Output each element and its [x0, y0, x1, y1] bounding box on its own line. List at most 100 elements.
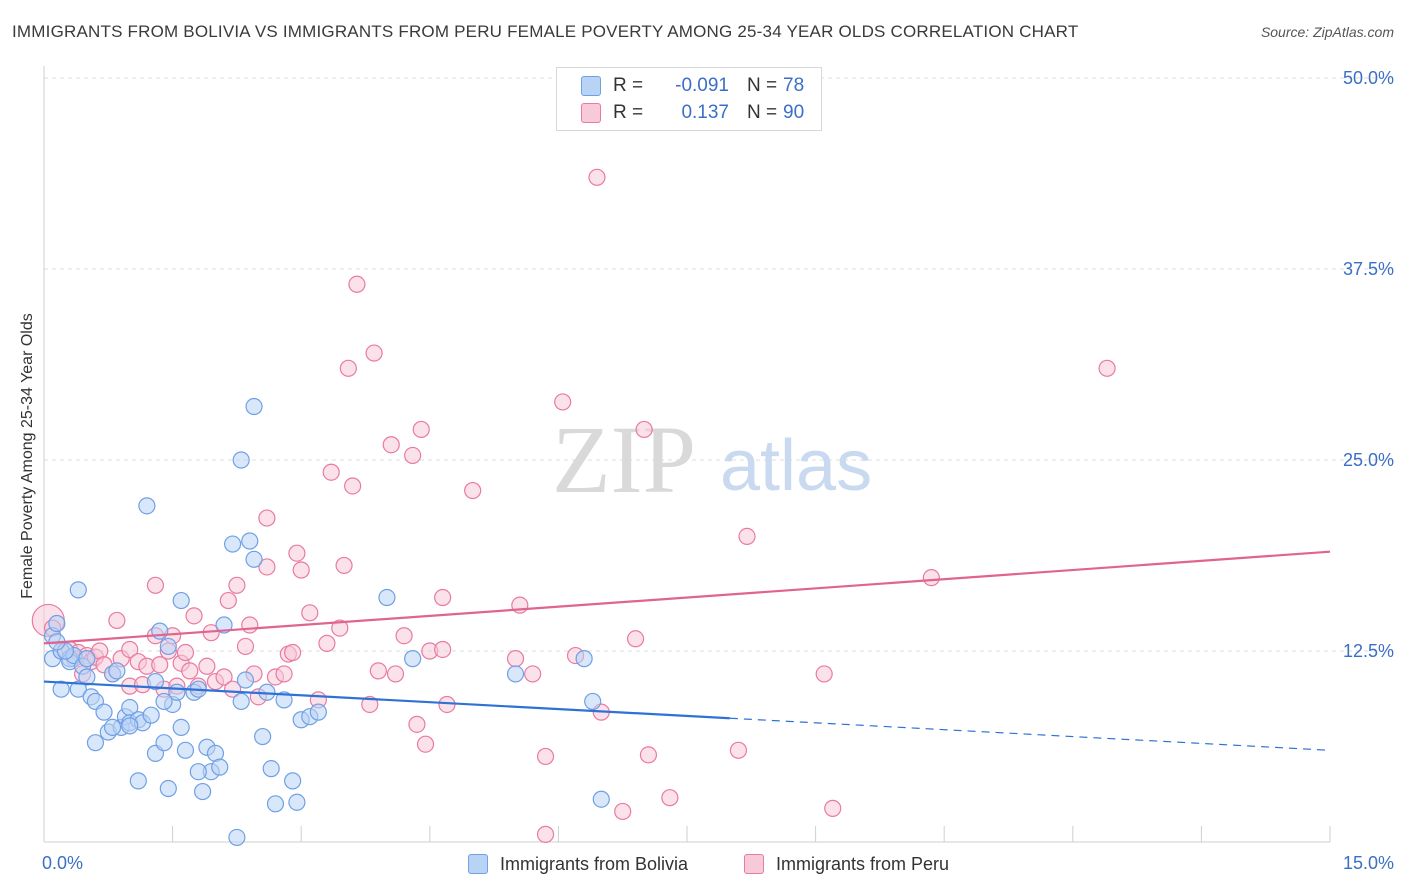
bolivia-point: [404, 650, 422, 668]
peru-point: [322, 463, 340, 481]
peru-point: [729, 741, 748, 759]
bolivia-point: [151, 622, 169, 640]
axes: [43, 66, 1331, 843]
peru-point: [151, 656, 169, 674]
bolivia-point: [95, 703, 113, 721]
legend-r-value: -0.091: [675, 75, 729, 96]
bolivia-point: [172, 591, 190, 610]
tick-labels: 12.5% 25.0% 37.5% 50.0% 0.0% 15.0%: [42, 68, 1394, 873]
peru-point: [395, 627, 413, 645]
bolivia-point: [69, 581, 87, 599]
peru-point: [626, 630, 645, 648]
bolivia-point: [232, 692, 250, 711]
legend-n-label: N =: [747, 75, 778, 96]
bolivia-point: [284, 772, 302, 790]
peru-point: [922, 569, 940, 587]
bolivia-point: [159, 779, 177, 798]
y-tick-label: 50.0%: [1343, 68, 1394, 88]
bolivia-point: [592, 790, 610, 808]
legend-r-label: R =: [613, 75, 644, 96]
peru-point: [661, 789, 679, 807]
bolivia-point: [254, 727, 272, 746]
bolivia-point: [266, 795, 285, 813]
legend-label-bolivia: Immigrants from Bolivia: [500, 853, 689, 874]
peru-point: [318, 634, 336, 652]
bolivia-swatch: [581, 76, 601, 96]
peru-point: [176, 643, 195, 662]
y-tick-label: 37.5%: [1343, 259, 1394, 279]
peru-point: [219, 591, 237, 610]
peru-point: [288, 544, 306, 562]
peru-point: [1098, 359, 1116, 377]
legend-n-value: 78: [783, 75, 805, 96]
legend-row-peru: R = 0.137 N = 90: [581, 100, 804, 126]
bolivia-point: [275, 691, 293, 709]
bolivia-point: [575, 650, 593, 668]
peru-point: [331, 619, 349, 637]
legend-label-peru: Immigrants from Peru: [776, 853, 950, 874]
legend-n-label: N =: [747, 102, 778, 123]
peru-point: [224, 680, 242, 698]
bolivia-point: [103, 718, 122, 737]
peru-swatch: [581, 103, 601, 123]
bolivia-trend-line: [43, 680, 730, 720]
bolivia-point: [155, 734, 173, 752]
peru-point: [404, 446, 422, 465]
bolivia-points: [43, 397, 610, 847]
bolivia-point: [172, 718, 190, 737]
bolivia-point: [142, 706, 160, 724]
y-tick-label: 12.5%: [1343, 641, 1394, 661]
peru-point: [408, 715, 426, 733]
peru-point: [815, 665, 833, 683]
peru-point: [635, 420, 653, 439]
bolivia-point: [108, 662, 126, 680]
legend-n-value: 90: [783, 102, 805, 123]
bolivia-point: [309, 703, 327, 721]
peru-point: [386, 665, 405, 683]
peru-point: [335, 556, 353, 575]
bolivia-point: [138, 497, 156, 515]
x-tick-label-max: 15.0%: [1343, 853, 1394, 873]
bolivia-point: [288, 793, 306, 811]
peru-point: [146, 576, 165, 594]
bolivia-swatch: [468, 854, 488, 874]
bolivia-point: [52, 680, 70, 698]
peru-point: [198, 657, 216, 675]
peru-point: [365, 344, 383, 362]
peru-point: [228, 576, 246, 594]
peru-point: [536, 747, 555, 766]
bolivia-point: [245, 397, 263, 416]
peru-point: [416, 735, 435, 753]
bolivia-point: [189, 763, 207, 781]
peru-point: [121, 640, 139, 659]
bolivia-point: [506, 665, 525, 683]
peru-point: [524, 665, 542, 683]
peru-point: [554, 393, 572, 411]
peru-point: [506, 650, 525, 668]
peru-point: [258, 558, 276, 576]
peru-point: [361, 695, 379, 714]
peru-trend-line: [43, 550, 1331, 645]
bolivia-point: [121, 717, 139, 735]
peru-point: [536, 825, 555, 843]
correlation-legend: R = -0.091 N = 78 R = 0.137 N = 90: [556, 67, 822, 131]
bolivia-point: [155, 692, 173, 711]
bolivia-point: [228, 828, 246, 847]
bolivia-point: [159, 637, 177, 656]
peru-point: [382, 436, 400, 454]
bolivia-point: [236, 671, 255, 689]
bolivia-point: [241, 532, 259, 550]
bolivia-point: [86, 734, 105, 752]
trend-lines: [43, 550, 1331, 751]
peru-point: [215, 668, 233, 686]
bolivia-point: [194, 782, 212, 801]
x-tick-label-min: 0.0%: [42, 853, 83, 873]
bolivia-point: [232, 451, 250, 469]
bolivia-point: [584, 692, 602, 711]
bolivia-point: [129, 772, 147, 790]
watermark-zip: ZIP: [552, 406, 696, 513]
bolivia-point: [146, 672, 165, 691]
peru-point: [236, 637, 255, 656]
bolivia-point: [211, 758, 229, 776]
